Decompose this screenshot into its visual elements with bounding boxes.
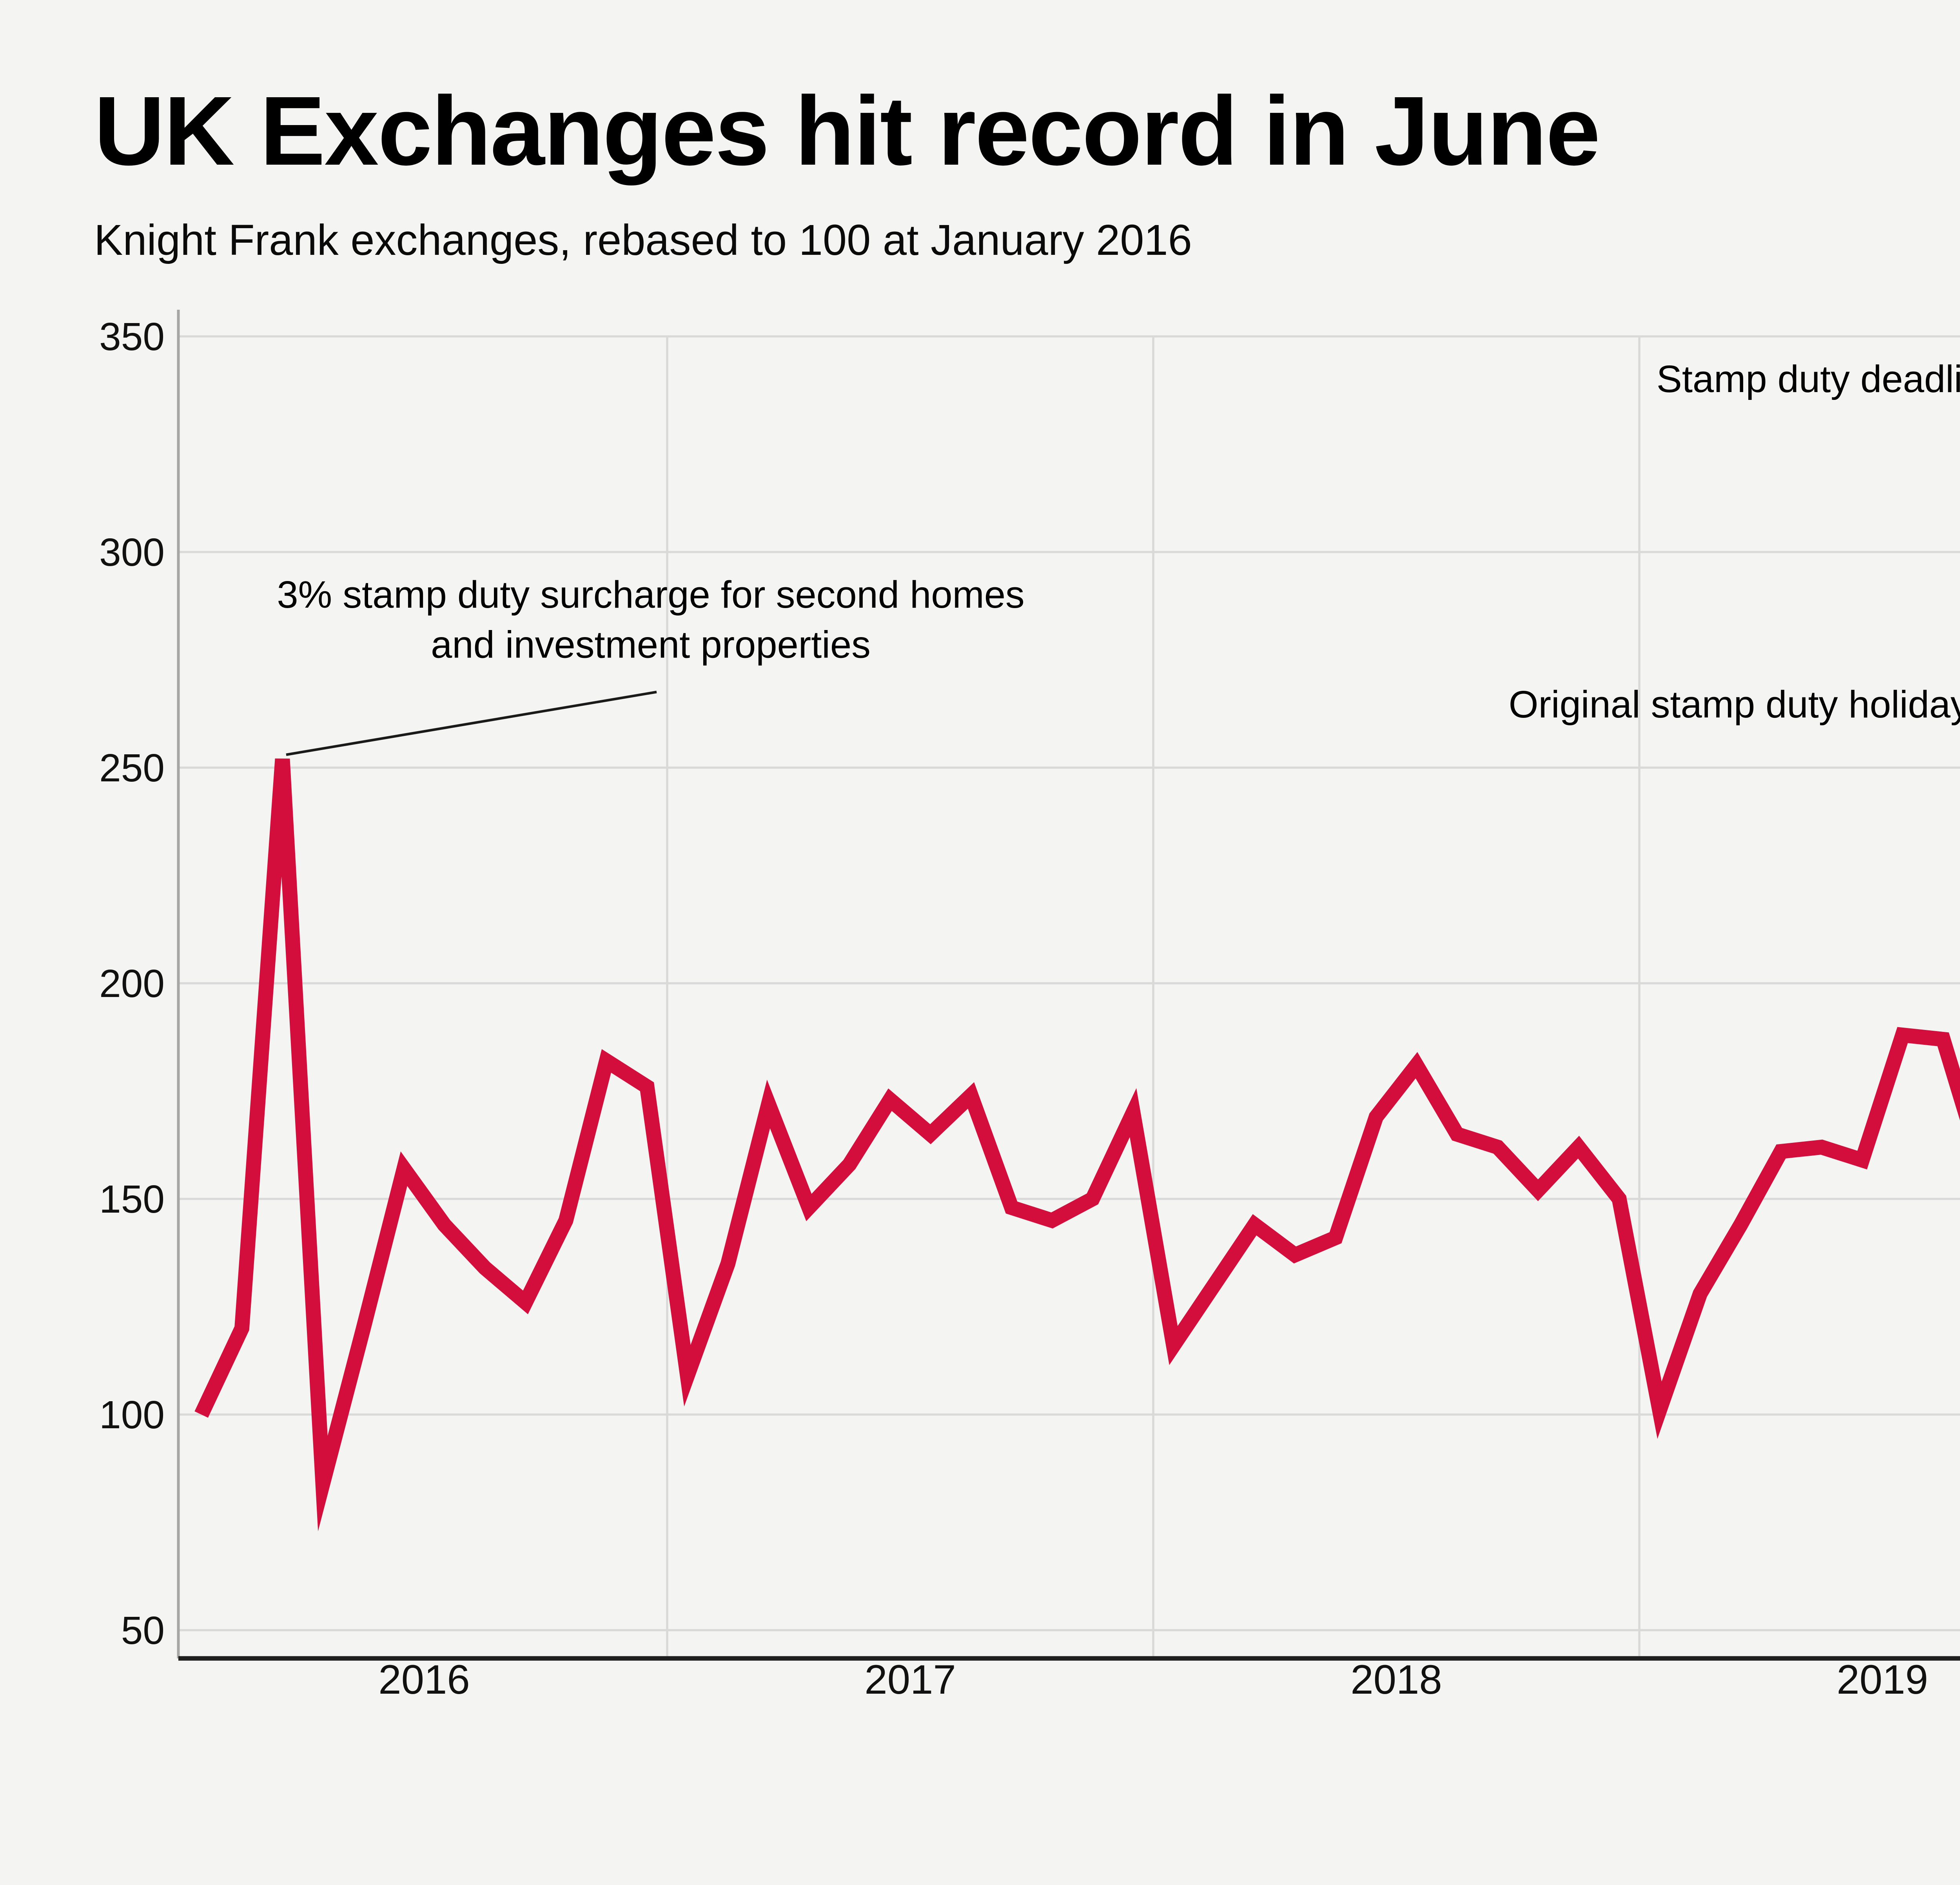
annotation-text: 3% stamp duty surcharge for second homes [277,573,1024,616]
annotation-text: Original stamp duty holiday deadline in … [1509,683,1960,726]
x-axis-label: 2019 [1837,1657,1928,1703]
y-axis-label: 100 [99,1393,165,1437]
x-axis-label: 2018 [1350,1657,1442,1703]
y-axis-label: 50 [121,1609,165,1653]
page-title: UK Exchanges hit record in June [94,76,1601,186]
y-axis-label: 300 [99,530,165,574]
annotation-leader-line [286,690,657,756]
exchanges-line [194,758,1960,1531]
x-axis-label: 2017 [864,1657,956,1703]
y-axis-label: 200 [99,962,165,1006]
y-axis-label: 350 [99,315,165,359]
annotation-text: and investment properties [431,623,871,666]
annotation-text: Stamp duty deadline in June 2021 [1657,358,1960,400]
page-subtitle: Knight Frank exchanges, rebased to 100 a… [94,216,1192,265]
x-axis-label: 2016 [378,1657,470,1703]
y-axis-label: 150 [99,1177,165,1221]
y-axis-label: 250 [99,746,165,790]
